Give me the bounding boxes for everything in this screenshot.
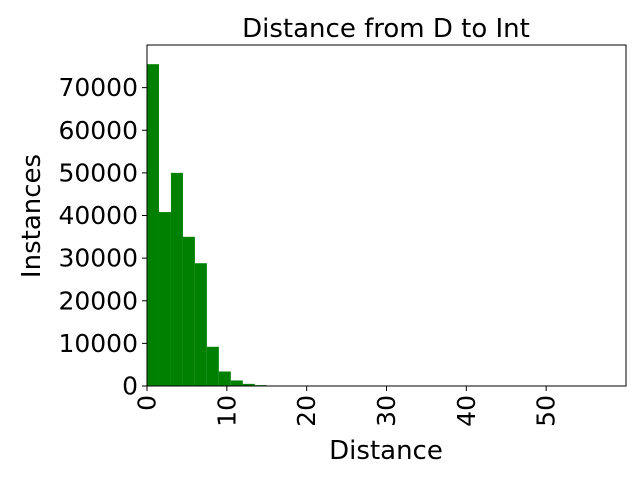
x-axis-label: Distance [329,436,443,466]
y-tick-label-2: 20000 [58,286,138,315]
histogram-bar-4 [194,263,207,386]
histogram-bar-8 [242,383,255,386]
y-tick-label-0: 0 [122,372,138,401]
chart-title: Distance from D to Int [242,14,530,44]
y-axis-label: Instances [17,154,47,278]
x-tick-label-2: 20 [292,395,321,427]
y-tick-label-5: 50000 [58,158,138,187]
y-tick-label-1: 10000 [58,329,138,358]
histogram-bar-1 [158,212,171,386]
x-tick-label-5: 50 [532,395,561,427]
x-tick-label-3: 30 [372,395,401,427]
y-tick-label-3: 30000 [58,244,138,273]
y-tick-label-7: 70000 [58,73,138,102]
histogram-bar-2 [170,172,183,386]
y-axis-ticks: 0 10000 20000 30000 40000 50000 60000 70000 [58,73,147,401]
histogram-bar-0 [147,64,159,387]
plot-frame [146,44,627,387]
x-tick-label-1: 10 [212,395,241,427]
histogram-bar-3 [182,236,195,386]
x-tick-label-0: 0 [133,395,162,411]
x-tick-label-4: 40 [452,395,481,427]
y-tick-label-4: 40000 [58,201,138,230]
histogram-bar-6 [218,371,231,386]
y-tick-label-6: 60000 [58,116,138,145]
histogram-bar-7 [230,380,243,386]
histogram-bars [147,64,303,387]
x-axis-ticks: 0 10 20 30 40 50 [133,386,561,427]
histogram-bar-5 [206,346,219,386]
